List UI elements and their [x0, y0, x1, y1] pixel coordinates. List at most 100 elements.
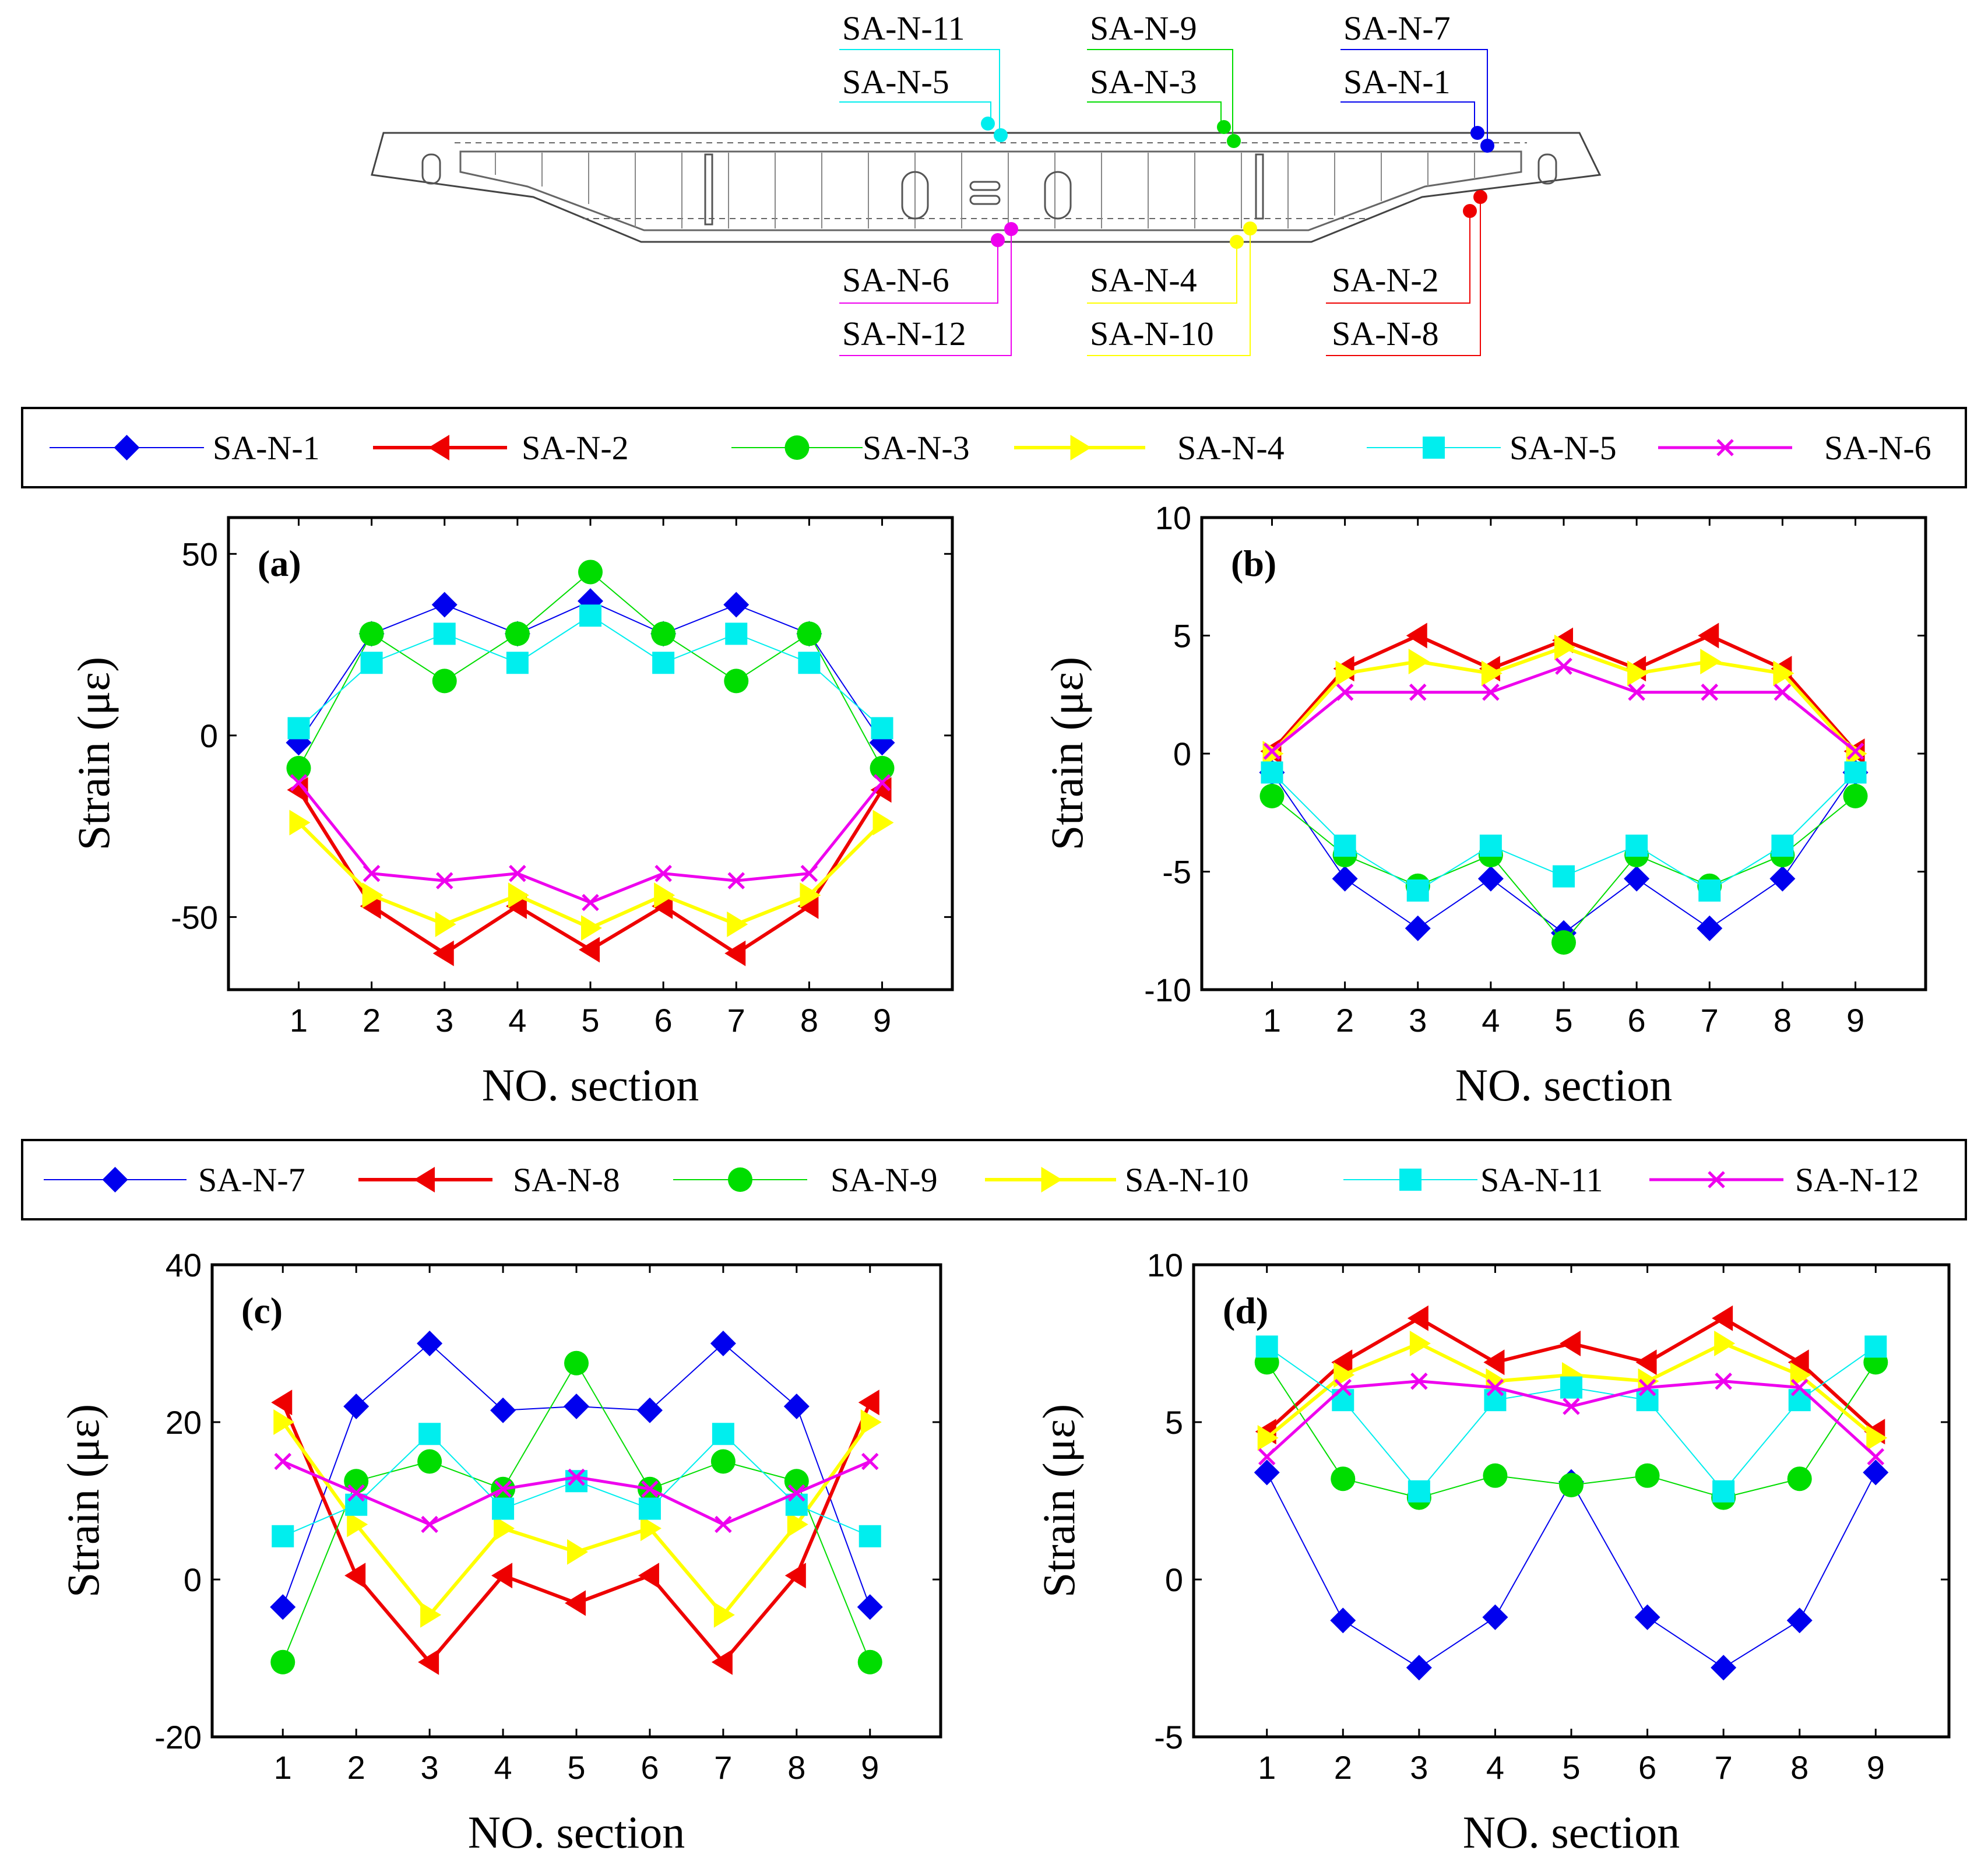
- data-point: [1405, 915, 1431, 941]
- x-axis-label: NO. section: [468, 1807, 685, 1858]
- y-tick-label: 0: [1173, 736, 1191, 772]
- data-point: [347, 1484, 365, 1502]
- data-point: [873, 774, 891, 791]
- data-point: [654, 882, 675, 908]
- manhole-right: [1044, 171, 1072, 220]
- data-point: [1555, 657, 1572, 675]
- x-axis-label: NO. section: [482, 1060, 699, 1110]
- data-point: [359, 621, 384, 646]
- x-tick-label: 9: [873, 1002, 891, 1039]
- gauge-sa-n-2: [1463, 204, 1477, 218]
- data-point: [711, 1649, 733, 1675]
- data-point: [568, 1468, 585, 1486]
- box-girder-diagram: SA-N-11 SA-N-5 SA-N-9 SA-N-3 SA-N-7 SA-N…: [371, 9, 1602, 356]
- data-point: [858, 1525, 881, 1547]
- data-point: [1563, 1398, 1580, 1415]
- data-point: [1771, 834, 1794, 857]
- data-point: [725, 622, 748, 645]
- data-point: [1407, 1305, 1428, 1331]
- data-point: [579, 937, 600, 963]
- chart-b: 1 2 3 4 5 6 7 8 9 -10 -5 0 5 10 (b) NO. section Strain (…: [1041, 499, 1927, 1110]
- x-tick-label: 1: [1258, 1749, 1276, 1786]
- data-point: [724, 940, 746, 966]
- y-tick-label: 0: [1165, 1561, 1183, 1598]
- x-tick-label: 6: [1638, 1749, 1656, 1786]
- data-point: [1406, 879, 1429, 902]
- series-sa-n-12: [274, 1452, 879, 1533]
- data-point: [1409, 1331, 1431, 1356]
- legend-label: SA-N-6: [1824, 429, 1931, 467]
- data-point: [1257, 1425, 1279, 1451]
- y-tick-label: 20: [166, 1404, 202, 1441]
- data-point: [1486, 1378, 1504, 1396]
- legend-label: SA-N-1: [213, 429, 320, 467]
- data-point: [506, 652, 529, 674]
- legend-label: SA-N-11: [1480, 1161, 1603, 1199]
- legend-marker: [1708, 1171, 1725, 1188]
- data-point: [1483, 1463, 1508, 1488]
- data-point: [872, 810, 894, 836]
- series-sa-n-6: [1263, 657, 1864, 760]
- data-point: [710, 1449, 736, 1474]
- data-point: [1624, 866, 1650, 892]
- legend-marker: [1423, 437, 1445, 459]
- data-point: [783, 1394, 810, 1419]
- y-tick-label: 50: [182, 536, 218, 572]
- series-sa-n-8: [1255, 1305, 1885, 1445]
- data-point: [418, 1649, 439, 1675]
- gauge-sa-n-8: [1473, 190, 1487, 204]
- panel-label: (c): [241, 1290, 283, 1331]
- data-point: [1712, 1305, 1733, 1331]
- data-point: [363, 864, 381, 882]
- data-point: [432, 940, 454, 966]
- x-tick-label: 4: [494, 1749, 512, 1786]
- data-point: [581, 915, 602, 941]
- data-point: [1697, 915, 1723, 941]
- y-tick-label: 0: [200, 717, 218, 754]
- data-point: [1790, 1378, 1808, 1396]
- data-point: [1261, 761, 1283, 784]
- data-point: [727, 911, 748, 937]
- data-point: [271, 1389, 293, 1416]
- data-point: [787, 1511, 808, 1538]
- legend-marker: [728, 1167, 752, 1192]
- data-point: [1769, 866, 1796, 892]
- data-point: [1864, 1335, 1887, 1358]
- panel-label: (d): [1223, 1290, 1268, 1331]
- data-point: [652, 652, 675, 674]
- y-axis-label: Strain (με): [1033, 1404, 1084, 1598]
- data-point: [362, 882, 383, 908]
- x-tick-label: 2: [1336, 1002, 1354, 1039]
- legend-marker: [1070, 435, 1092, 460]
- data-point: [564, 1394, 589, 1419]
- data-point: [1715, 1373, 1732, 1390]
- diaphragm-lines: [495, 153, 1475, 228]
- legend-2: SA-N-7 SA-N-8 SA-N-9 SA-N-10 SA-N-11 SA-N-12: [21, 1139, 1967, 1220]
- data-point: [1409, 683, 1427, 701]
- data-point: [1333, 1362, 1355, 1388]
- data-point: [1553, 865, 1575, 888]
- diagram-label: SA-N-9: [1090, 9, 1197, 47]
- x-tick-label: 9: [1867, 1749, 1885, 1786]
- data-point: [1787, 1466, 1812, 1491]
- y-tick-label: 0: [184, 1561, 202, 1598]
- x-tick-label: 9: [1846, 1002, 1864, 1039]
- x-tick-label: 7: [1715, 1749, 1733, 1786]
- gauge-sa-n-11: [981, 117, 995, 131]
- data-point: [1863, 1459, 1889, 1486]
- data-point: [713, 1602, 735, 1628]
- x-tick-label: 3: [1410, 1749, 1428, 1786]
- data-point: [641, 1480, 659, 1498]
- data-point: [800, 864, 818, 882]
- y-axis-label: Strain (με): [68, 657, 119, 850]
- data-point: [579, 604, 601, 627]
- data-point: [1331, 1349, 1353, 1376]
- x-tick-label: 6: [1628, 1002, 1646, 1039]
- legends: SA-N-1 SA-N-2 SA-N-3 SA-N-4 SA-N-5 SA-N-6SA-N…: [21, 407, 1967, 1220]
- data-point: [1481, 660, 1503, 687]
- gauge-points: [981, 117, 1494, 249]
- data-point: [1786, 1607, 1813, 1634]
- legend-label: SA-N-4: [1177, 429, 1285, 467]
- data-point: [494, 1515, 515, 1542]
